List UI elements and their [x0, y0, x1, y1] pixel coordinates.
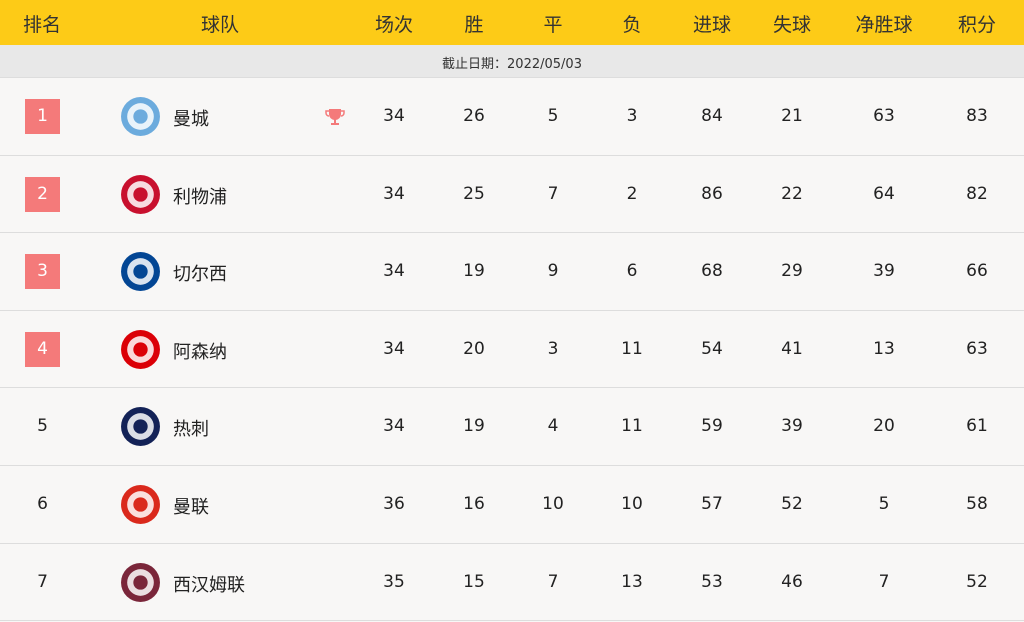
team-name[interactable]: 利物浦 [173, 186, 227, 208]
table-header: 排名 球队 场次 胜 平 负 进球 失球 净胜球 积分 [0, 0, 1024, 45]
liverpool-crest-icon [121, 174, 160, 214]
team-name[interactable]: 西汉姆联 [173, 574, 245, 596]
cell-pts: 58 [966, 493, 988, 514]
header-team: 球队 [200, 14, 240, 36]
header-played: 场次 [374, 14, 414, 36]
header-drawn: 平 [543, 14, 563, 36]
tottenham-crest-icon [121, 407, 160, 447]
cell-drawn: 4 [547, 416, 559, 437]
cell-ga: 41 [781, 338, 803, 359]
cell-gf: 84 [701, 106, 723, 126]
cell-ga: 29 [781, 261, 803, 282]
cell-lost: 11 [621, 416, 643, 437]
manchester-united-crest-icon [121, 484, 160, 524]
cell-won: 25 [463, 183, 485, 204]
cell-drawn: 5 [547, 106, 559, 126]
cell-lost: 2 [626, 183, 638, 204]
cell-gf: 54 [701, 338, 723, 359]
header-goals-against: 失球 [772, 14, 812, 36]
cell-gf: 86 [701, 183, 723, 204]
chelsea-crest-icon [121, 252, 160, 292]
header-rank: 排名 [22, 14, 62, 36]
header-goal-difference: 净胜球 [855, 14, 913, 36]
cell-drawn: 3 [547, 338, 559, 359]
table-row[interactable]: 2 利物浦 34 25 7 2 86 22 64 82 [0, 156, 1024, 234]
cell-played: 34 [383, 338, 405, 359]
cell-gf: 68 [701, 261, 723, 282]
cell-lost: 13 [621, 571, 643, 592]
cell-lost: 10 [621, 493, 643, 514]
table-row[interactable]: 3 切尔西 34 19 9 6 68 29 39 66 [0, 233, 1024, 311]
header-won: 胜 [464, 14, 484, 36]
cell-gf: 57 [701, 493, 723, 514]
rank-badge: 5 [37, 416, 48, 437]
cell-played: 35 [383, 571, 405, 592]
cell-played: 34 [383, 416, 405, 437]
cell-pts: 83 [966, 106, 988, 126]
team-name[interactable]: 曼联 [173, 496, 209, 518]
cell-lost: 11 [621, 338, 643, 359]
header-lost: 负 [622, 14, 642, 36]
cutoff-date: 截止日期：2022/05/03 [442, 57, 582, 72]
cell-won: 20 [463, 338, 485, 359]
cell-gd: 63 [873, 106, 895, 126]
table-row[interactable]: 1 曼城 34 26 5 3 84 21 63 83 [0, 78, 1024, 156]
cell-won: 15 [463, 571, 485, 592]
cell-ga: 22 [781, 183, 803, 204]
cell-gd: 7 [878, 571, 890, 592]
rank-badge: 4 [25, 331, 60, 367]
team-name[interactable]: 切尔西 [173, 264, 227, 286]
cell-pts: 52 [966, 571, 988, 592]
cell-drawn: 9 [547, 261, 559, 282]
rank-badge: 3 [25, 254, 60, 290]
standings-table: 1 曼城 34 26 5 3 84 21 63 83 2 利物浦 34 25 7 2 86 22 64 82 3 切尔西 3… [0, 78, 1024, 622]
cell-gf: 59 [701, 416, 723, 437]
cell-played: 34 [383, 261, 405, 282]
cell-ga: 39 [781, 416, 803, 437]
cell-gd: 39 [873, 261, 895, 282]
rank-badge: 1 [25, 99, 60, 134]
rank-badge: 7 [37, 571, 48, 592]
table-row[interactable]: 5 热刺 34 19 4 11 59 39 20 61 [0, 388, 1024, 466]
trophy-icon [325, 109, 345, 125]
team-name[interactable]: 阿森纳 [173, 341, 227, 363]
cell-gf: 53 [701, 571, 723, 592]
cell-lost: 6 [626, 261, 638, 282]
date-bar: 截止日期：2022/05/03 [0, 45, 1024, 78]
cell-pts: 66 [966, 261, 988, 282]
manchester-city-crest-icon [121, 97, 160, 136]
table-row[interactable]: 4 阿森纳 34 20 3 11 54 41 13 63 [0, 311, 1024, 389]
arsenal-crest-icon [121, 329, 160, 369]
header-goals-for: 进球 [692, 14, 732, 36]
cell-drawn: 7 [547, 183, 559, 204]
header-points: 积分 [957, 14, 997, 36]
table-row[interactable]: 7 西汉姆联 35 15 7 13 53 46 7 52 [0, 544, 1024, 622]
cell-gd: 5 [878, 493, 890, 514]
cell-gd: 64 [873, 183, 895, 204]
cell-pts: 61 [966, 416, 988, 437]
cell-played: 34 [383, 183, 405, 204]
team-name[interactable]: 热刺 [173, 419, 209, 441]
cell-ga: 21 [781, 106, 803, 126]
cell-played: 36 [383, 493, 405, 514]
cell-gd: 20 [873, 416, 895, 437]
cell-won: 16 [463, 493, 485, 514]
cell-won: 19 [463, 261, 485, 282]
rank-badge: 2 [25, 176, 60, 212]
team-name[interactable]: 曼城 [173, 109, 209, 130]
table-row[interactable]: 6 曼联 36 16 10 10 57 52 5 58 [0, 466, 1024, 544]
cell-lost: 3 [626, 106, 638, 126]
cell-pts: 82 [966, 183, 988, 204]
cell-ga: 46 [781, 571, 803, 592]
cell-gd: 13 [873, 338, 895, 359]
rank-badge: 6 [37, 493, 48, 514]
cell-pts: 63 [966, 338, 988, 359]
cell-drawn: 10 [542, 493, 564, 514]
cell-played: 34 [383, 106, 405, 126]
cell-ga: 52 [781, 493, 803, 514]
cell-won: 19 [463, 416, 485, 437]
cell-won: 26 [463, 106, 485, 126]
cell-drawn: 7 [547, 571, 559, 592]
west-ham-crest-icon [121, 562, 160, 602]
